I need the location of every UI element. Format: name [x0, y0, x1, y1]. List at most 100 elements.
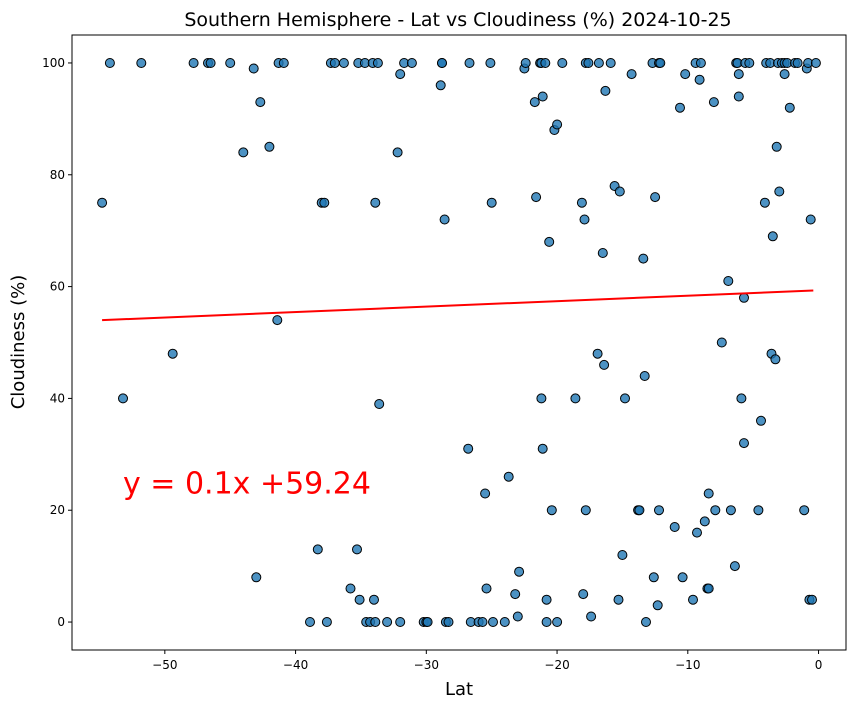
data-point	[422, 617, 433, 627]
data-point	[579, 214, 590, 225]
data-point	[248, 63, 259, 74]
regression-layer: y = 0.1x +59.24	[102, 289, 814, 501]
data-point	[736, 393, 747, 404]
data-point	[354, 594, 365, 605]
data-point	[503, 471, 514, 482]
y-tick-label: 100	[42, 56, 65, 70]
data-point	[251, 572, 262, 583]
y-tick-label: 80	[50, 168, 65, 182]
data-point	[395, 617, 406, 627]
y-tick-label: 20	[50, 503, 65, 517]
x-tick-label: −40	[283, 658, 308, 672]
data-point	[118, 393, 128, 404]
data-point	[369, 594, 379, 605]
data-point	[437, 58, 447, 68]
data-point	[744, 58, 755, 68]
data-point	[225, 58, 236, 68]
data-point	[638, 253, 649, 264]
data-point	[733, 69, 744, 80]
data-point	[570, 393, 581, 404]
data-point	[480, 488, 491, 499]
x-axis-label: Lat	[445, 679, 473, 700]
data-point	[759, 197, 770, 208]
data-point	[541, 594, 552, 605]
data-point	[345, 583, 356, 594]
data-point	[586, 611, 597, 622]
data-point	[481, 583, 492, 594]
data-point	[688, 594, 698, 605]
data-point	[312, 544, 323, 555]
data-point	[374, 399, 385, 409]
data-point	[439, 214, 450, 225]
data-point	[792, 58, 803, 68]
data-point	[370, 197, 381, 208]
data-point	[771, 141, 782, 152]
data-point	[395, 69, 406, 80]
data-point	[677, 572, 688, 583]
data-point	[654, 505, 664, 516]
data-point	[272, 315, 283, 326]
data-point	[512, 611, 523, 622]
data-point	[338, 58, 349, 68]
data-point	[510, 589, 521, 600]
data-point	[739, 438, 749, 449]
data-point	[583, 58, 594, 68]
data-point	[613, 594, 624, 605]
data-point	[739, 292, 749, 303]
data-point	[372, 58, 383, 68]
data-point	[97, 197, 108, 208]
data-point	[770, 354, 781, 365]
y-axis-ticks: 0 20 40 60 80 100	[42, 56, 72, 629]
data-point	[531, 192, 542, 203]
data-point	[136, 58, 147, 68]
data-point	[392, 147, 403, 158]
y-tick-label: 60	[50, 280, 65, 294]
y-tick-label: 40	[50, 391, 65, 405]
data-point	[540, 58, 551, 68]
data-point	[537, 443, 548, 454]
data-point	[104, 58, 115, 68]
data-point	[486, 197, 497, 208]
data-point	[756, 415, 766, 426]
data-point	[680, 69, 691, 80]
data-point	[716, 337, 727, 348]
data-point	[784, 102, 795, 113]
data-point	[485, 58, 496, 68]
data-point	[648, 572, 659, 583]
data-point	[536, 393, 547, 404]
data-point	[605, 58, 616, 68]
data-point	[370, 617, 381, 627]
data-point	[703, 488, 714, 499]
data-point	[695, 58, 706, 68]
data-point	[641, 617, 651, 627]
data-point	[278, 58, 289, 68]
data-point	[692, 527, 702, 538]
data-point	[600, 85, 611, 96]
data-point	[576, 197, 587, 208]
data-point	[592, 348, 603, 359]
data-point	[620, 393, 630, 404]
data-point	[255, 97, 266, 108]
data-point	[675, 102, 685, 113]
plot-area-frame	[71, 34, 847, 651]
data-point	[477, 617, 488, 627]
data-point	[305, 617, 315, 627]
points-layer	[97, 58, 821, 627]
x-tick-label: −20	[544, 658, 569, 672]
data-point	[544, 236, 555, 247]
data-point	[329, 58, 340, 68]
data-point	[552, 617, 563, 627]
data-point	[729, 561, 740, 572]
data-point	[599, 359, 610, 370]
data-point	[499, 617, 510, 627]
data-point	[708, 97, 719, 108]
data-point	[652, 600, 663, 611]
data-point	[319, 197, 330, 208]
x-tick-label: 0	[815, 658, 823, 672]
data-point	[580, 505, 591, 516]
data-point	[805, 214, 816, 225]
data-point	[464, 58, 475, 68]
y-tick-label: 0	[57, 615, 65, 629]
data-point	[669, 522, 680, 532]
